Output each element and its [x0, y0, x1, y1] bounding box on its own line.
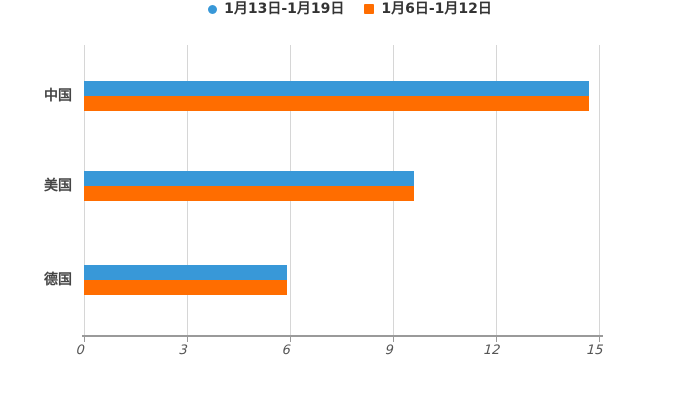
x-axis: 0 3 6 9 12 15 [0, 335, 700, 365]
y-axis-label-德国: 德国 [44, 272, 72, 288]
legend-square-marker [364, 4, 375, 14]
x-tick-label-12: 12 [483, 343, 501, 358]
legend-item-1[interactable]: 1月13日-1月19日 [208, 1, 344, 17]
x-axis-line [82, 335, 603, 337]
x-tick-3 [187, 337, 188, 342]
x-tick-label-0: 0 [75, 343, 86, 358]
bar-series1-德国[interactable] [84, 265, 287, 280]
x-tick-9 [393, 337, 394, 342]
legend-label-2: 1月6日-1月12日 [381, 1, 492, 17]
x-tick-15 [599, 337, 600, 342]
bar-group-美国 [84, 171, 599, 201]
bar-series1-美国[interactable] [84, 171, 414, 186]
bar-series1-中国[interactable] [84, 81, 589, 96]
x-tick-label-15: 15 [586, 343, 604, 358]
bar-group-德国 [84, 265, 599, 295]
legend-item-2[interactable]: 1月6日-1月12日 [364, 1, 492, 17]
bar-series2-中国[interactable] [84, 96, 589, 111]
legend-circle-marker [208, 4, 218, 14]
bar-series2-德国[interactable] [84, 280, 287, 295]
y-axis-label-中国: 中国 [44, 88, 72, 104]
x-tick-label-3: 3 [178, 343, 189, 358]
gridline-x-12 [495, 45, 497, 335]
x-tick-label-6: 6 [281, 343, 292, 358]
x-tick-label-9: 9 [384, 343, 395, 358]
y-axis-labels: 中国 美国 德国 [0, 45, 78, 335]
plot-area [83, 45, 600, 335]
x-tick-0 [84, 337, 85, 342]
bar-group-中国 [84, 81, 599, 111]
bar-series2-美国[interactable] [84, 186, 414, 201]
gridline-x-15 [598, 45, 600, 335]
legend-label-1: 1月13日-1月19日 [224, 1, 345, 17]
chart-legend: 1月13日-1月19日 1月6日-1月12日 [0, 0, 700, 18]
y-axis-label-美国: 美国 [44, 178, 72, 194]
x-tick-6 [290, 337, 291, 342]
x-tick-12 [496, 337, 497, 342]
